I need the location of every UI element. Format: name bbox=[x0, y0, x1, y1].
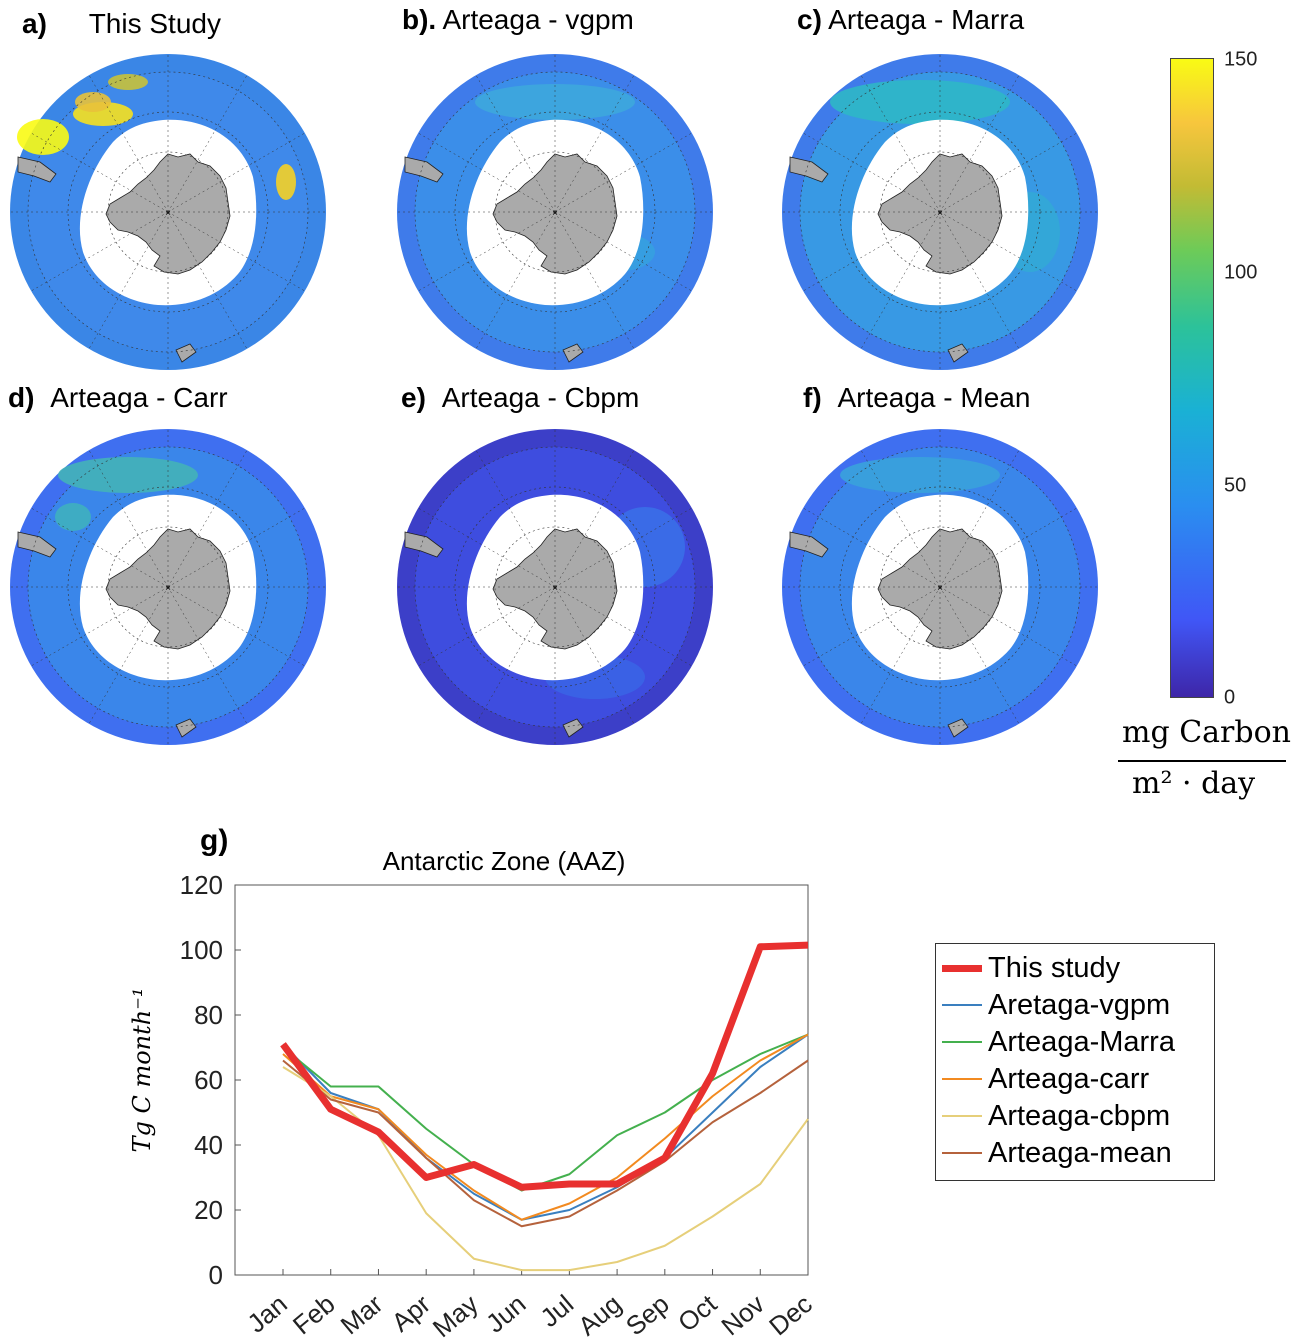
legend-label: Arteaga-carr bbox=[988, 1062, 1150, 1095]
y-tick-label: 40 bbox=[194, 1130, 223, 1160]
legend-label: Aretaga-vgpm bbox=[988, 988, 1171, 1021]
svg-text:×: × bbox=[937, 208, 943, 219]
colorbar-tick-100: 100 bbox=[1224, 261, 1258, 284]
new-zealand-landmass bbox=[175, 718, 197, 738]
y-tick-label: 100 bbox=[180, 935, 223, 965]
new-zealand-landmass bbox=[947, 718, 969, 738]
legend-label: This study bbox=[988, 951, 1121, 984]
series-line-arteaga-carr bbox=[282, 1033, 809, 1221]
legend-swatch bbox=[942, 1115, 982, 1117]
panel-a-letter: a) bbox=[22, 8, 47, 39]
legend-label: Arteaga-mean bbox=[988, 1136, 1172, 1169]
legend-swatch bbox=[942, 964, 982, 972]
south-america-tip bbox=[404, 156, 444, 183]
x-tick-label: Dec bbox=[763, 1289, 818, 1340]
new-zealand-landmass bbox=[562, 343, 584, 363]
panel-a-label: a) This Study bbox=[22, 8, 221, 40]
svg-text:×: × bbox=[165, 583, 171, 594]
new-zealand-landmass bbox=[562, 718, 584, 738]
panel-e-title: Arteaga - Cbpm bbox=[441, 382, 640, 413]
y-tick-label: 0 bbox=[209, 1260, 223, 1290]
x-tick-label: Jun bbox=[480, 1289, 531, 1339]
legend-swatch bbox=[942, 1152, 982, 1154]
colorbar-unit-numerator: mg Carbon bbox=[1122, 715, 1291, 750]
x-tick-label: Apr bbox=[386, 1288, 437, 1337]
chart-legend: This study Aretaga-vgpm Arteaga-Marra Artea… bbox=[935, 943, 1215, 1181]
svg-text:×: × bbox=[937, 583, 943, 594]
map-arteaga-carr: × bbox=[10, 429, 326, 745]
y-tick-label: 80 bbox=[194, 1000, 223, 1030]
x-tick-label: Sep bbox=[620, 1289, 675, 1340]
panel-e-label: e) Arteaga - Cbpm bbox=[401, 382, 639, 414]
south-america-tip bbox=[404, 531, 444, 558]
x-tick-label: Oct bbox=[672, 1288, 723, 1337]
chart-title: Antarctic Zone (AAZ) bbox=[383, 846, 626, 876]
x-tick-label: Jan bbox=[241, 1289, 292, 1339]
colorbar-tick-150: 150 bbox=[1224, 48, 1258, 71]
series-line-this-study bbox=[280, 941, 809, 1191]
panel-a-title: This Study bbox=[88, 8, 221, 39]
legend-swatch bbox=[942, 1004, 982, 1006]
series-line-arteaga-mean bbox=[282, 1059, 809, 1228]
x-tick-label: Nov bbox=[715, 1289, 770, 1340]
colorbar-tick-50: 50 bbox=[1224, 474, 1247, 497]
panel-f-title: Arteaga - Mean bbox=[837, 382, 1031, 413]
y-tick-label: 120 bbox=[180, 870, 223, 900]
south-america-tip bbox=[789, 531, 829, 558]
legend-item: Arteaga-mean bbox=[942, 1135, 1172, 1171]
y-tick-label: 20 bbox=[194, 1195, 223, 1225]
panel-d-letter: d) bbox=[8, 382, 35, 413]
south-america-tip bbox=[789, 156, 829, 183]
colorbar-tick-0: 0 bbox=[1224, 686, 1236, 709]
south-america-tip bbox=[17, 156, 57, 183]
panel-f-letter: f) bbox=[803, 382, 822, 413]
x-tick-label: Jul bbox=[534, 1289, 579, 1333]
line-chart: g) Antarctic Zone (AAZ) Tg C month⁻¹ 0 20… bbox=[128, 824, 818, 1340]
svg-text:×: × bbox=[165, 208, 171, 219]
x-tick-label: Feb bbox=[287, 1289, 341, 1340]
panel-c-letter: c) bbox=[797, 4, 822, 35]
map-arteaga-mean: × bbox=[782, 429, 1098, 745]
panel-d-title: Arteaga - Carr bbox=[50, 382, 228, 413]
legend-label: Arteaga-cbpm bbox=[988, 1099, 1171, 1132]
svg-text:×: × bbox=[552, 583, 558, 594]
legend-item: Arteaga-Marra bbox=[942, 1024, 1175, 1060]
map-arteaga-cbpm: × bbox=[397, 429, 713, 745]
map-arteaga-vgpm: × bbox=[397, 54, 713, 370]
x-tick-label: Aug bbox=[572, 1289, 627, 1340]
panel-f-label: f) Arteaga - Mean bbox=[803, 382, 1030, 414]
panel-b-label: b). Arteaga - vgpm bbox=[402, 4, 634, 36]
map-arteaga-marra: × bbox=[782, 54, 1098, 370]
colorbar bbox=[1170, 58, 1214, 698]
x-tick-label: Mar bbox=[335, 1288, 389, 1340]
panel-b-title: Arteaga - vgpm bbox=[442, 4, 634, 35]
legend-label: Arteaga-Marra bbox=[988, 1025, 1175, 1058]
panel-b-letter: b). bbox=[402, 4, 437, 35]
colorbar-unit-denominator: m² · day bbox=[1132, 766, 1256, 801]
panel-e-letter: e) bbox=[401, 382, 426, 413]
legend-item: Arteaga-carr bbox=[942, 1061, 1149, 1097]
y-tick-label: 60 bbox=[194, 1065, 223, 1095]
legend-swatch bbox=[942, 1041, 982, 1043]
svg-text:×: × bbox=[552, 208, 558, 219]
legend-item: Arteaga-cbpm bbox=[942, 1098, 1170, 1134]
chart-panel-label: g) bbox=[200, 824, 228, 857]
panel-d-label: d) Arteaga - Carr bbox=[8, 382, 228, 414]
chart-ylabel: Tg C month⁻¹ bbox=[128, 987, 156, 1152]
new-zealand-landmass bbox=[175, 343, 197, 363]
x-tick-label: May bbox=[427, 1289, 484, 1340]
panel-c-title: Arteaga - Marra bbox=[828, 4, 1025, 35]
legend-item: This study bbox=[942, 950, 1120, 986]
legend-swatch bbox=[942, 1078, 982, 1080]
new-zealand-landmass bbox=[947, 343, 969, 363]
map-this-study: × bbox=[10, 54, 326, 370]
panel-c-label: c) Arteaga - Marra bbox=[797, 4, 1024, 36]
colorbar-unit-fraction-bar bbox=[1118, 760, 1286, 762]
legend-item: Aretaga-vgpm bbox=[942, 987, 1170, 1023]
plot-frame bbox=[234, 884, 809, 1276]
south-america-tip bbox=[17, 531, 57, 558]
